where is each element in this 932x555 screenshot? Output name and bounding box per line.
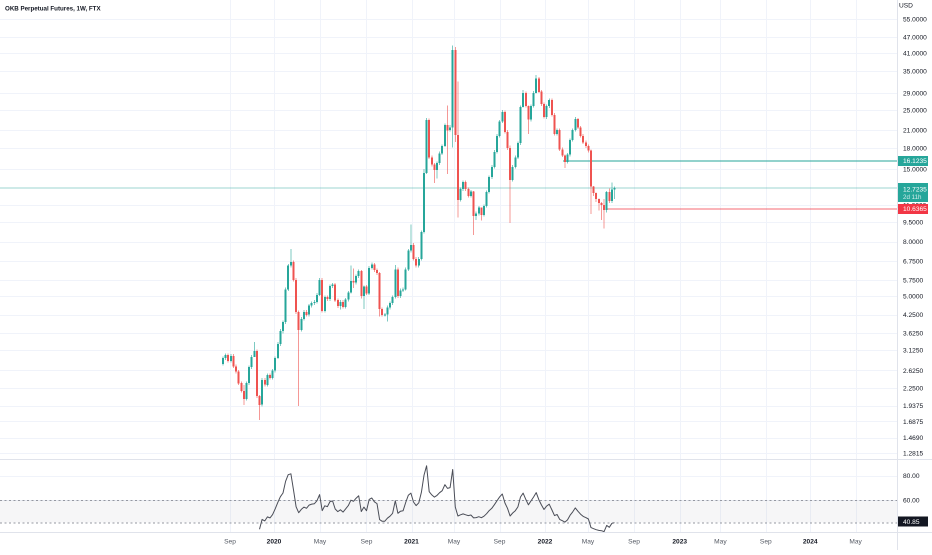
svg-text:Sep: Sep [224,539,236,546]
svg-text:29.0000: 29.0000 [903,90,927,97]
svg-text:2024: 2024 [803,539,818,546]
svg-text:47.0000: 47.0000 [903,35,927,42]
svg-text:55.0000: 55.0000 [903,16,927,23]
svg-text:1.4690: 1.4690 [903,435,924,442]
svg-text:2.6250: 2.6250 [903,368,924,375]
svg-text:2023: 2023 [672,539,687,546]
svg-text:3.6250: 3.6250 [903,331,924,338]
svg-text:1.2815: 1.2815 [903,451,924,458]
svg-text:35.0000: 35.0000 [903,69,927,76]
svg-text:15.0000: 15.0000 [903,167,927,174]
svg-text:9.5000: 9.5000 [903,219,924,226]
svg-text:5.7500: 5.7500 [903,277,924,284]
svg-text:2022: 2022 [538,539,553,546]
svg-text:60.00: 60.00 [903,497,920,504]
svg-text:6.7500: 6.7500 [903,259,924,266]
svg-text:18.0000: 18.0000 [903,145,927,152]
svg-text:May: May [314,539,327,546]
svg-text:3.1250: 3.1250 [903,348,924,355]
svg-text:25.0000: 25.0000 [903,108,927,115]
svg-text:10.6365: 10.6365 [903,206,927,213]
svg-text:1.6875: 1.6875 [903,419,924,426]
svg-text:Sep: Sep [361,539,373,546]
svg-text:2d 11h: 2d 11h [903,194,922,201]
svg-text:40.85: 40.85 [903,519,920,526]
svg-text:12.7235: 12.7235 [903,186,927,193]
svg-text:May: May [582,539,595,546]
svg-text:4.2500: 4.2500 [903,312,924,319]
svg-text:5.0000: 5.0000 [903,293,924,300]
svg-text:8.0000: 8.0000 [903,239,924,246]
svg-text:May: May [448,539,461,546]
svg-text:May: May [849,539,862,546]
svg-text:USD: USD [899,3,913,10]
svg-text:May: May [714,539,727,546]
svg-text:2020: 2020 [267,539,282,546]
svg-text:Sep: Sep [628,539,640,546]
svg-text:OKB Perpetual Futures, 1W, FTX: OKB Perpetual Futures, 1W, FTX [5,6,101,13]
svg-text:2.2500: 2.2500 [903,386,924,393]
svg-text:1.9375: 1.9375 [903,403,924,410]
svg-text:Sep: Sep [760,539,772,546]
svg-text:41.0000: 41.0000 [903,50,927,57]
svg-text:80.00: 80.00 [903,473,920,480]
svg-text:21.0000: 21.0000 [903,128,927,135]
svg-text:Sep: Sep [494,539,506,546]
svg-text:2021: 2021 [404,539,419,546]
svg-text:16.1235: 16.1235 [903,158,927,165]
